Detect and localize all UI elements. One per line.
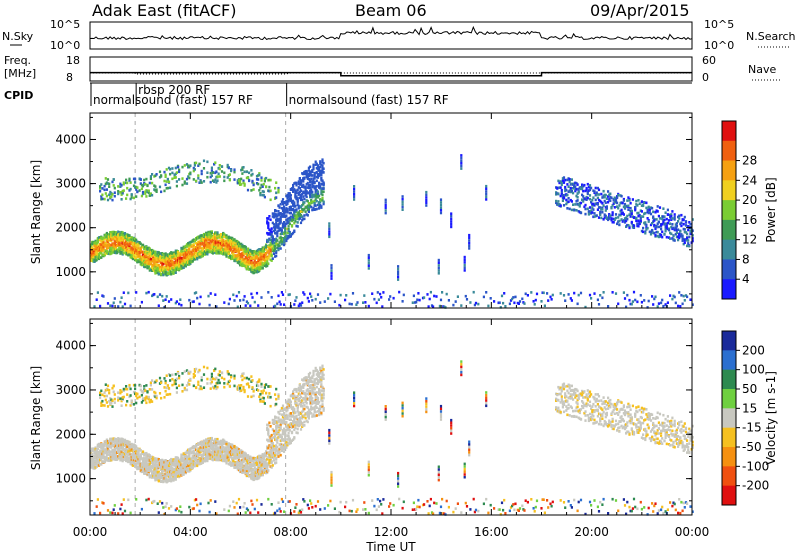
xtick-label-3: 12:00 bbox=[374, 525, 409, 539]
noise-panel-frame bbox=[89, 21, 693, 50]
velocity-yaxis: 1000 2000 3000 4000 bbox=[55, 322, 692, 502]
noise-sky-line bbox=[89, 25, 693, 41]
power-yaxis: 1000 2000 3000 4000 bbox=[55, 116, 692, 295]
time-xaxis: 00:00 04:00 08:00 12:00 16:00 20:00 00:00 bbox=[73, 113, 710, 539]
xaxis-label: Time UT bbox=[365, 540, 416, 554]
freq-line bbox=[90, 71, 692, 77]
colorbar-swatch-3 bbox=[722, 180, 736, 201]
colorbar-tick-6: 28 bbox=[742, 154, 757, 168]
xtick-label-5: 20:00 bbox=[574, 525, 609, 539]
noise-right-label: N.Search bbox=[746, 30, 796, 43]
power-ylabel: Slant Range [km] bbox=[29, 160, 43, 264]
colorbar-tick-0: 200 bbox=[742, 343, 765, 357]
power-colorbar-label: Power [dB] bbox=[764, 177, 778, 242]
nave-line bbox=[90, 72, 692, 75]
colorbar-swatch-3 bbox=[722, 389, 736, 409]
beam-title: Beam 06 bbox=[355, 1, 427, 20]
colorbar-tick-1: 8 bbox=[742, 252, 750, 266]
colorbar-swatch-1 bbox=[722, 350, 736, 371]
colorbar-tick-2: 50 bbox=[742, 382, 757, 396]
colorbar-tick-7: -200 bbox=[742, 479, 769, 493]
xtick-label-1: 04:00 bbox=[173, 525, 208, 539]
date-title: 09/Apr/2015 bbox=[590, 1, 690, 20]
freq-tick-bottom: 8 bbox=[66, 71, 73, 84]
colorbar-tick-2: 12 bbox=[742, 233, 757, 247]
ytick-label-0: 1000 bbox=[55, 472, 86, 486]
colorbar-swatch-0 bbox=[722, 331, 736, 351]
freq-label-2: [MHz] bbox=[4, 67, 36, 80]
colorbar-swatch-5 bbox=[722, 219, 736, 241]
colorbar-swatch-0 bbox=[722, 121, 736, 142]
velocity-heatmap-cells bbox=[90, 319, 694, 516]
colorbar-tick-4: 20 bbox=[742, 193, 757, 207]
noise-tick-right-bottom: 10^0 bbox=[704, 39, 734, 52]
colorbar-tick-1: 100 bbox=[742, 363, 765, 377]
freq-tick-top: 18 bbox=[66, 54, 80, 67]
xtick-label-2: 08:00 bbox=[273, 525, 308, 539]
colorbar-swatch-7 bbox=[722, 466, 736, 487]
cpid-segment-1: rbsp 200 RF bbox=[138, 83, 210, 97]
cpid-segment-0: normalsound (fast) 157 RF bbox=[93, 93, 253, 107]
power-heatmap-cells bbox=[90, 113, 694, 309]
ytick-label-0: 1000 bbox=[55, 265, 86, 279]
power-colorbar: 4 8 12 16 20 24 28 bbox=[721, 120, 757, 300]
cpid-segment-2: normalsound (fast) 157 RF bbox=[289, 93, 449, 107]
velocity-ylabel: Slant Range [km] bbox=[29, 366, 43, 470]
xtick-label-0: 00:00 bbox=[73, 525, 108, 539]
colorbar-swatch-2 bbox=[722, 160, 736, 181]
colorbar-swatch-6 bbox=[722, 447, 736, 467]
ytick-label-2: 3000 bbox=[55, 177, 86, 191]
noise-tick-left-top: 10^5 bbox=[50, 18, 80, 31]
noise-tick-right-top: 10^5 bbox=[704, 18, 734, 31]
colorbar-tick-5: 24 bbox=[742, 173, 757, 187]
colorbar-swatch-5 bbox=[722, 427, 736, 448]
freq-panel-frame bbox=[89, 56, 693, 82]
colorbar-tick-5: -50 bbox=[742, 440, 762, 454]
colorbar-swatch-7 bbox=[722, 259, 736, 280]
colorbar-swatch-4 bbox=[722, 200, 736, 221]
ytick-label-2: 3000 bbox=[55, 383, 86, 397]
nave-label: Nave bbox=[748, 63, 776, 76]
ytick-label-3: 4000 bbox=[55, 339, 86, 353]
colorbar-tick-3: 15 bbox=[742, 401, 757, 415]
noise-left-label: N.Sky bbox=[2, 30, 34, 43]
noise-tick-left-bottom: 10^0 bbox=[50, 39, 80, 52]
colorbar-swatch-6 bbox=[722, 239, 736, 260]
xtick-label-6: 00:00 bbox=[675, 525, 710, 539]
cpid-label: CPID bbox=[4, 89, 33, 102]
ytick-label-3: 4000 bbox=[55, 132, 86, 146]
nave-tick-top: 60 bbox=[702, 54, 716, 67]
colorbar-tick-6: -100 bbox=[742, 459, 769, 473]
xtick-label-4: 16:00 bbox=[474, 525, 509, 539]
ytick-label-1: 2000 bbox=[55, 427, 86, 441]
freq-label-1: Freq. bbox=[4, 54, 31, 67]
colorbar-tick-4: -15 bbox=[742, 421, 762, 435]
velocity-colorbar-label: Velocity [m s-1] bbox=[764, 371, 778, 465]
colorbar-swatch-1 bbox=[722, 140, 736, 162]
colorbar-swatch-8 bbox=[722, 279, 736, 300]
colorbar-swatch-2 bbox=[722, 369, 736, 390]
colorbar-swatch-8 bbox=[722, 485, 736, 506]
colorbar-tick-3: 16 bbox=[742, 213, 757, 227]
nave-tick-bottom: 0 bbox=[702, 71, 709, 84]
velocity-colorbar: 200 100 50 15 -15 -50 -100 -200 bbox=[721, 330, 769, 506]
colorbar-swatch-4 bbox=[722, 408, 736, 429]
colorbar-tick-0: 4 bbox=[742, 272, 750, 286]
station-title: Adak East (fitACF) bbox=[92, 1, 236, 20]
ytick-label-1: 2000 bbox=[55, 221, 86, 235]
